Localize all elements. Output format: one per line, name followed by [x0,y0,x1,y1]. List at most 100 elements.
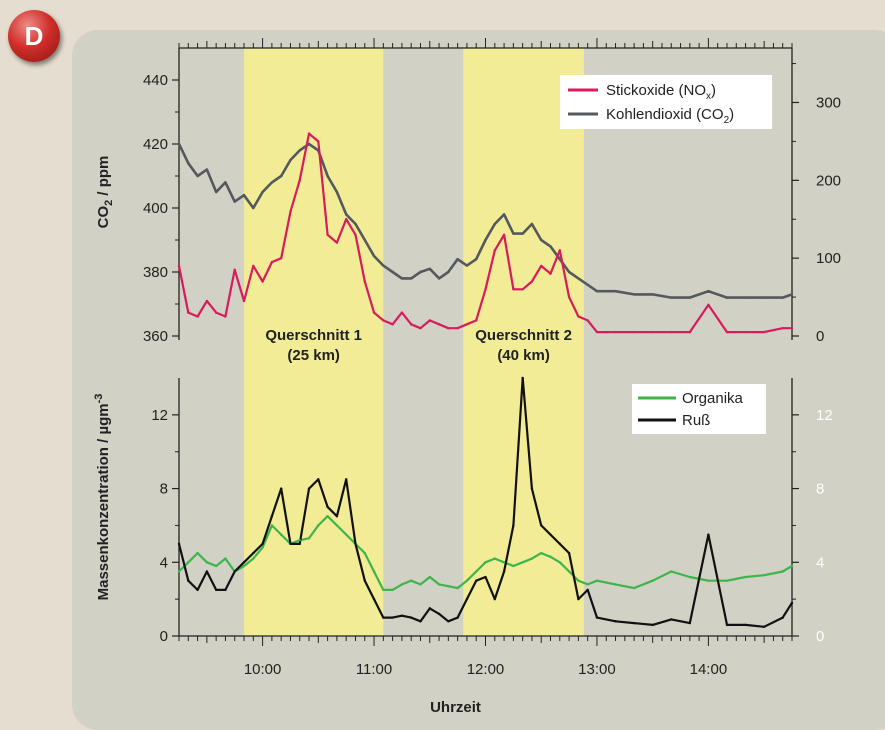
organika-point [205,561,209,564]
organika-point [744,575,747,579]
nox-point [391,323,394,326]
nox-point [187,311,190,314]
nox-point [549,272,552,275]
nox-point [521,288,524,291]
nox-tick-label: 0 [816,328,824,345]
organika-point [363,551,366,555]
co2-point [632,293,636,296]
co2-point [400,277,404,280]
nox-point [632,330,636,334]
russ-point [363,579,366,582]
russ-point [242,561,246,564]
nox-point [224,315,227,318]
russ-point [270,515,274,518]
russ-point [409,616,413,619]
organika-point [391,588,394,592]
organika-point [521,561,524,564]
russ-point [577,597,580,601]
organika-point [614,583,617,586]
russ-point [512,524,515,527]
nox-point [354,233,357,237]
co2-tick-label: 400 [143,200,168,217]
organika-point [382,588,385,592]
co2-point [391,270,394,274]
organika-point [502,561,506,564]
nox-point [475,319,478,322]
organika-point [279,533,283,536]
co2-axis-title-text: CO2 / ppm [95,156,115,229]
legend-label: Kohlendioxid (CO2) [606,106,734,126]
band-label-1: Querschnitt 1 [265,327,362,344]
organika-point [530,557,534,560]
nox-point [707,303,710,307]
organika-point [790,564,794,568]
nox-tick-label: 200 [816,172,841,189]
organika-point [409,579,413,582]
russ-point [762,625,766,628]
mass-right-tick-label: 12 [816,407,833,424]
highlight-band-2 [463,48,584,636]
russ-point [651,623,654,627]
co2-tick-label: 380 [143,264,168,281]
nox-point [363,280,366,283]
organika-point [344,533,348,536]
co2-point [790,293,794,296]
nox-point [484,288,487,291]
organika-point [762,573,766,577]
organika-point [540,551,543,555]
nox-point [781,327,784,330]
co2-point [205,168,209,171]
co2-point [196,174,199,178]
nox-point [688,330,692,334]
mass-axis-title: Massenkonzentration / µgm-3 [93,394,112,601]
co2-point [725,296,729,299]
nox-point [400,311,404,314]
co2-point [317,149,320,152]
nox-point [790,327,794,330]
co2-tick-label: 420 [143,136,168,153]
nox-point [725,330,729,334]
nox-point [437,323,441,326]
co2-point [214,190,218,194]
russ-point [400,614,404,617]
co2-point [233,200,236,203]
co2-point [344,213,348,216]
co2-point [261,190,264,194]
russ-point [484,575,487,579]
co2-point [595,290,599,293]
organika-point [577,579,580,582]
co2-point [382,264,385,267]
co2-point [512,232,515,235]
organika-point [270,524,274,527]
russ-point [382,616,385,619]
russ-point [725,623,729,627]
co2-point [567,270,571,274]
organika-point [317,524,320,527]
organika-point [372,570,376,573]
organika-point [567,570,571,573]
russ-point [437,612,441,616]
legend-label: Stickoxide (NOx) [606,82,716,102]
russ-point [419,620,422,623]
x-tick-label: 13:00 [578,661,616,678]
russ-point [595,616,599,619]
organika-point [447,585,450,588]
russ-point [354,542,357,546]
co2-point [307,142,311,146]
nox-point [670,330,673,334]
mass-axis-title-text: Massenkonzentration / µgm-3 [93,394,112,601]
organika-point [725,579,729,582]
nox-point [493,249,496,252]
organika-point [493,557,496,560]
nox-point [651,330,654,334]
labels-layer: Querschnitt 1 (25 km) Querschnitt 2 (40 km)… [265,75,772,434]
nox-point [567,295,571,299]
organika-point [549,555,552,558]
legend-label: Organika [682,390,744,407]
co2-point [484,238,487,242]
co2-point [781,296,784,299]
russ-point [391,616,394,619]
co2-point [475,258,478,261]
nox-point [595,330,599,334]
russ-point [540,524,543,527]
